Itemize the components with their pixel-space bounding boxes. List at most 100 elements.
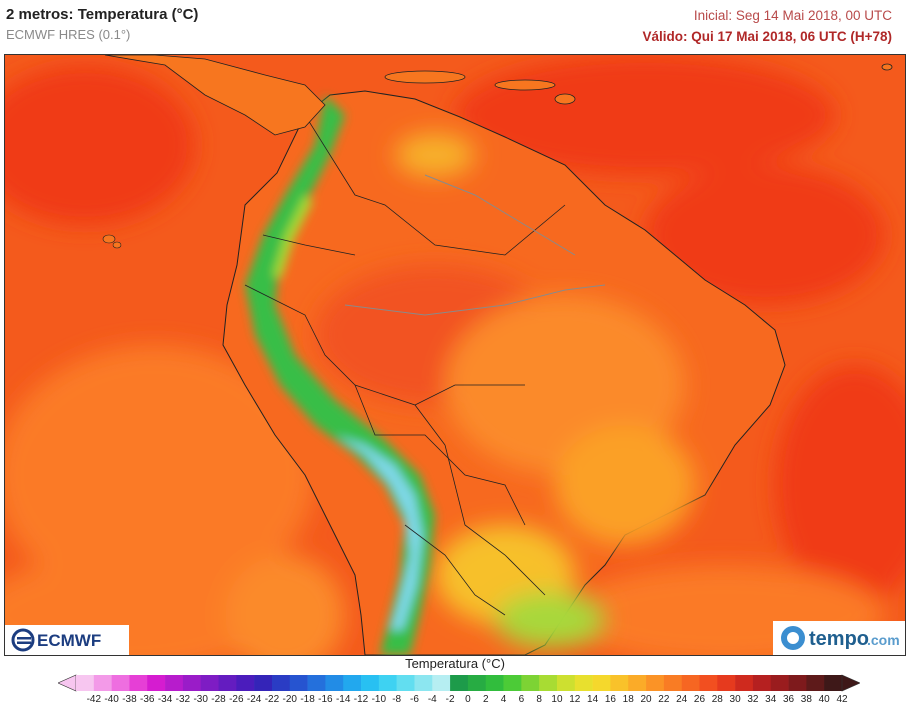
colorbar-tick-label: -42: [86, 694, 102, 705]
colorbar-tick-label: -38: [122, 694, 137, 705]
colorbar-tick-label: -20: [282, 694, 297, 705]
colorbar-swatch: [289, 675, 308, 691]
colorbar-tick-label: 22: [658, 694, 670, 705]
colorbar-tick-label: -6: [410, 694, 419, 705]
colorbar-swatch: [147, 675, 166, 691]
colorbar-swatch: [628, 675, 647, 691]
colorbar-swatch: [450, 675, 469, 691]
colorbar-swatch: [663, 675, 682, 691]
map-title: 2 metros: Temperatura (°C): [6, 6, 199, 23]
colorbar-swatch: [325, 675, 344, 691]
ecmwf-logo-text: ECMWF: [37, 631, 101, 650]
brand-right: tempo .com: [773, 621, 905, 655]
colorbar-min-arrow: [58, 674, 77, 692]
colorbar-swatch: [467, 675, 487, 691]
colorbar-swatch: [735, 675, 754, 691]
tempo-logo-text: tempo: [809, 628, 869, 650]
colorbar-swatch: [681, 675, 700, 691]
colorbar-swatch: [182, 675, 201, 691]
colorbar-swatch: [236, 675, 255, 691]
colorbar-tick-label: -34: [157, 694, 173, 705]
colorbar-swatch: [361, 675, 380, 691]
colorbar-tick-label: -40: [104, 694, 119, 705]
colorbar-swatch: [129, 675, 148, 691]
colorbar-max-arrow: [841, 674, 860, 692]
colorbar-swatch: [592, 675, 611, 691]
amazon-river: [344, 284, 606, 316]
colorbar-swatch: [752, 675, 772, 691]
colorbar-swatch: [503, 675, 522, 691]
colorbar-swatch: [539, 675, 558, 691]
colorbar-tick-label: 30: [729, 694, 741, 705]
andes-cold: [245, 95, 435, 655]
colorbar-tick-label: -2: [445, 694, 455, 705]
colorbar-swatch: [111, 675, 130, 691]
colorbar-swatch: [414, 675, 433, 691]
colorbar-tick-label: -12: [353, 694, 369, 705]
river: [424, 174, 576, 256]
colorbar-swatch: [343, 675, 362, 691]
caribbean-islands: [384, 63, 893, 105]
colorbar-swatch: [788, 675, 807, 691]
colorbar-tick-label: -8: [392, 694, 402, 705]
colorbar-tick-label: -4: [427, 694, 437, 705]
colorbar-tick-label: 4: [500, 694, 507, 705]
colorbar-tick-label: 6: [518, 694, 525, 705]
temperature-map[interactable]: ECMWF tempo .com: [4, 54, 906, 656]
colorbar-tick-label: -22: [264, 694, 280, 705]
colorbar-tick-label: -16: [318, 694, 333, 705]
colorbar-tick-label: 8: [536, 694, 542, 705]
colorbar-tick-label: -30: [193, 694, 208, 705]
colorbar-swatch: [770, 675, 789, 691]
header-left: 2 metros: Temperatura (°C) ECMWF HRES (0…: [6, 6, 198, 42]
colorbar-swatch: [824, 675, 843, 691]
colorbar-tick-label: 10: [551, 694, 563, 705]
colorbar-title: Temperatura (°C): [405, 656, 505, 671]
colorbar-swatch: [432, 675, 451, 691]
colorbar-swatch: [165, 675, 184, 691]
colorbar-swatch: [271, 675, 291, 691]
colorbar-swatch: [396, 675, 415, 691]
colorbar-tick-label: 40: [818, 694, 830, 705]
model-label: ECMWF HRES (0.1°): [6, 27, 131, 42]
colorbar-swatch: [200, 675, 219, 691]
colorbar-tick-label: 26: [693, 694, 706, 705]
colorbar-tick-label: -32: [175, 694, 191, 705]
colorbar-tick-label: 16: [604, 694, 616, 705]
header-right: Inicial: Seg 14 Mai 2018, 00 UTC Válido:…: [643, 8, 892, 44]
brand-left: ECMWF: [5, 625, 129, 655]
colorbar-tick-label: 12: [569, 694, 581, 705]
colorbar-tick-label: 14: [587, 694, 599, 705]
colorbar-ticks: -42 -40 -38 -36 -34 -32 -30 -28 -26 -24 -22 -20 -18-…: [0, 694, 910, 708]
colorbar-tick-label: -36: [140, 694, 155, 705]
colorbar: [58, 674, 860, 692]
colorbar-tick-label: 2: [482, 694, 489, 705]
colorbar-swatch: [610, 675, 629, 691]
colorbar-swatch: [699, 675, 718, 691]
colorbar-swatch: [485, 675, 504, 691]
colorbar-tick-label: 36: [782, 694, 795, 705]
colorbar-tick-label: 24: [676, 694, 688, 705]
colorbar-tick-label: 42: [836, 694, 848, 705]
colorbar-tick-label: -10: [371, 694, 387, 705]
colorbar-swatch: [76, 675, 95, 691]
colorbar-swatch: [378, 675, 397, 691]
colorbar-swatch: [717, 675, 736, 691]
colorbar-tick-label: 0: [465, 694, 471, 705]
colorbar-tick-label: -18: [300, 694, 315, 705]
colorbar-swatch: [218, 675, 237, 691]
colorbar-tick-label: -28: [211, 694, 226, 705]
colorbar-tick-label: 34: [765, 694, 777, 705]
colorbar-tick-label: -26: [229, 694, 244, 705]
valid-time: Válido: Qui 17 Mai 2018, 06 UTC (H+78): [642, 29, 892, 44]
initial-time: Inicial: Seg 14 Mai 2018, 00 UTC: [693, 8, 892, 23]
colorbar-swatch: [646, 675, 665, 691]
colorbar-tick-label: 28: [711, 694, 723, 705]
tempo-logo-suffix: .com: [867, 632, 900, 648]
colorbar-tick-label: 18: [622, 694, 634, 705]
colorbar-swatch: [93, 675, 112, 691]
colorbar-tick-label: 38: [800, 694, 812, 705]
colorbar-swatch: [254, 675, 273, 691]
colorbar-swatch: [574, 675, 593, 691]
map-canvas: ECMWF tempo .com: [5, 55, 905, 655]
